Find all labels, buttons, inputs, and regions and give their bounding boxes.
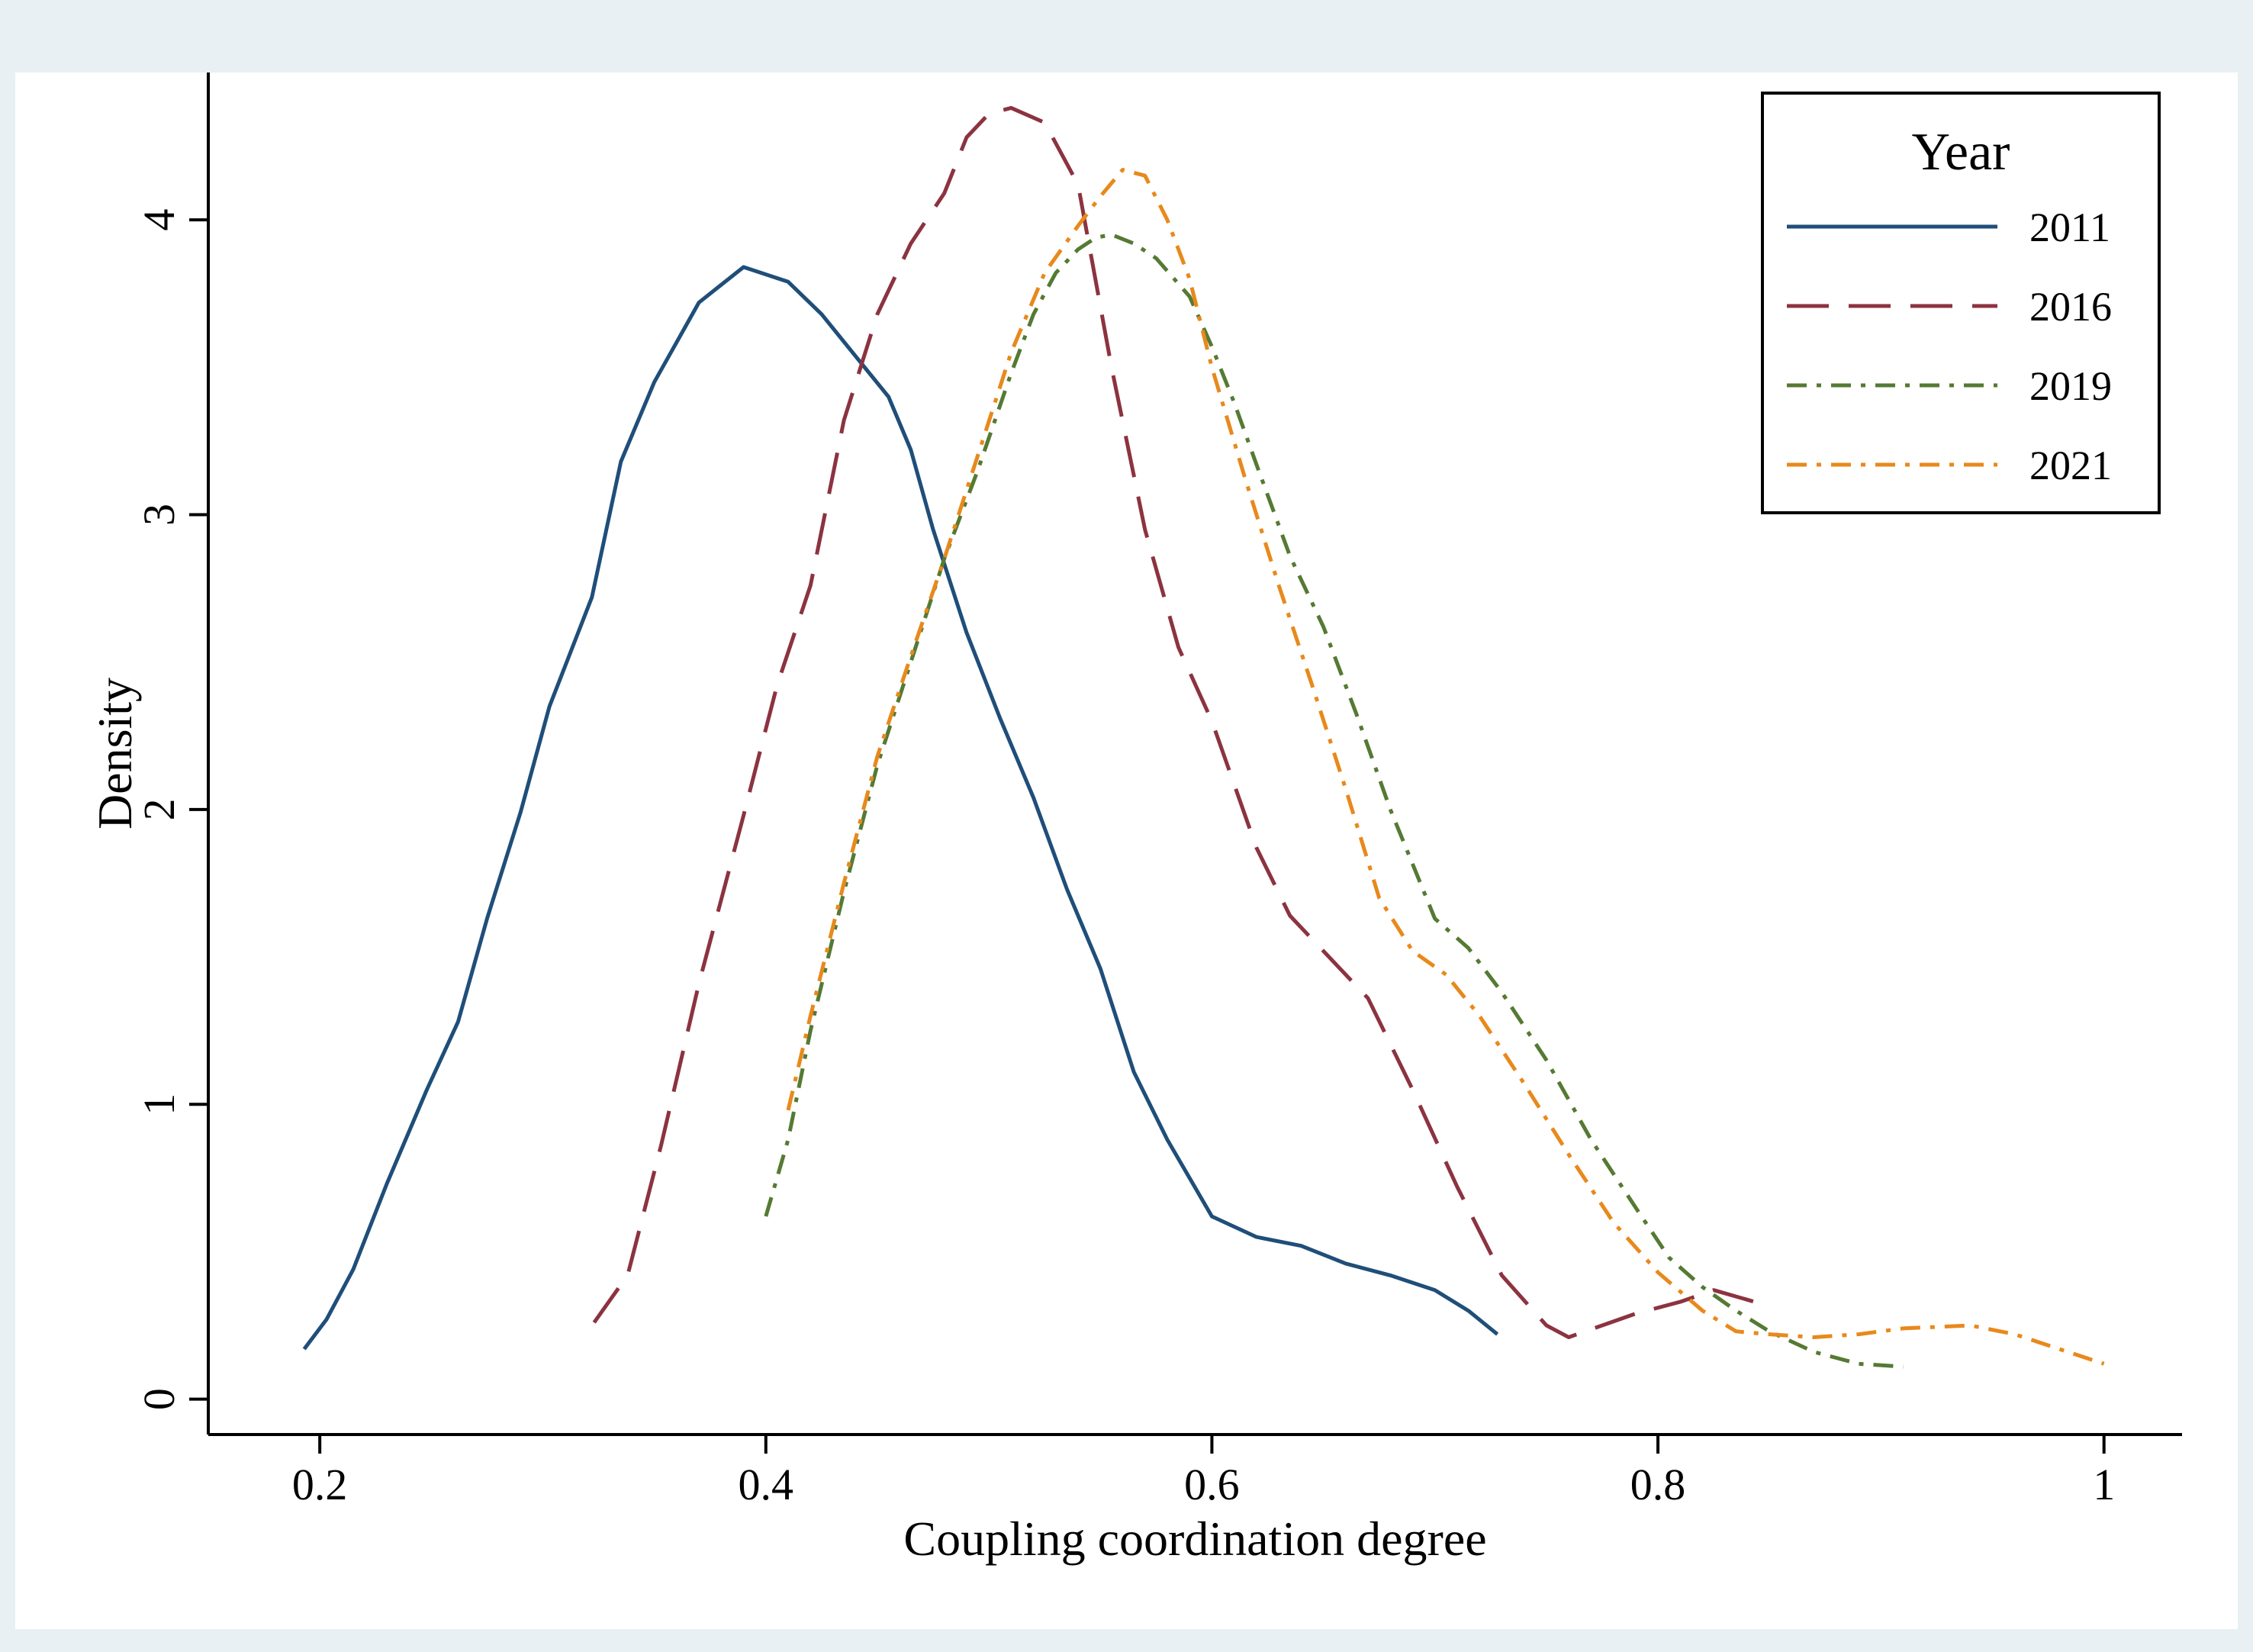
legend-items: 2011 2016 2019 2021 xyxy=(1787,204,2112,488)
legend-label-2021: 2021 xyxy=(2029,443,2112,488)
legend-label-2016: 2016 xyxy=(2029,284,2112,330)
series-layer xyxy=(302,105,2105,1369)
x-tick-label: 0.4 xyxy=(739,1460,794,1509)
x-tick-label: 0.6 xyxy=(1184,1460,1240,1509)
y-tick-label: 1 xyxy=(134,1093,184,1116)
legend-box xyxy=(1761,92,2161,514)
y-tick-label: 2 xyxy=(134,798,184,820)
legend-label-2019: 2019 xyxy=(2029,363,2112,409)
axes-layer xyxy=(207,72,2182,1436)
legend-label-2011: 2011 xyxy=(2029,204,2110,250)
x-axis-title: Coupling coordination degree xyxy=(903,1512,1486,1566)
y-tick-label: 3 xyxy=(134,504,184,526)
x-tick-label: 0.2 xyxy=(292,1460,348,1509)
series-line-2011 xyxy=(302,265,1499,1351)
series-line-2019 xyxy=(764,233,1904,1369)
legend-title: Year xyxy=(1912,123,2010,182)
x-tick-label: 1 xyxy=(2093,1460,2115,1509)
series-line-2016 xyxy=(592,105,1766,1339)
tick-layer: 0.2 0.4 0.6 0.8 1 0 1 2 3 4 xyxy=(134,209,2115,1509)
x-tick-label: 0.8 xyxy=(1630,1460,1686,1509)
legend: Year 2011 2016 2019 2021 xyxy=(1761,92,2161,514)
y-tick-label: 4 xyxy=(134,209,184,231)
y-tick-label: 0 xyxy=(134,1388,184,1410)
y-axis-title: Density xyxy=(88,678,142,829)
